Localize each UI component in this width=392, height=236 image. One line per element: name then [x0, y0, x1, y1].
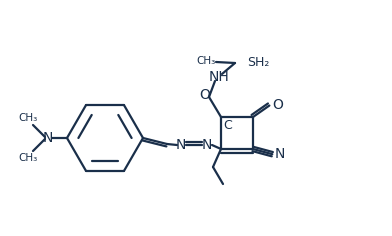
Text: CH₃: CH₃ [18, 153, 38, 163]
Text: N: N [43, 131, 53, 145]
Text: NH: NH [209, 70, 229, 84]
Text: CH₃: CH₃ [196, 56, 216, 66]
Text: N: N [202, 138, 212, 152]
Text: C: C [223, 119, 232, 132]
Text: CH₃: CH₃ [18, 113, 38, 123]
Text: O: O [200, 88, 211, 102]
Text: O: O [272, 97, 283, 112]
Text: N: N [274, 147, 285, 161]
Text: SH₂: SH₂ [247, 56, 269, 69]
Text: N: N [176, 138, 186, 152]
